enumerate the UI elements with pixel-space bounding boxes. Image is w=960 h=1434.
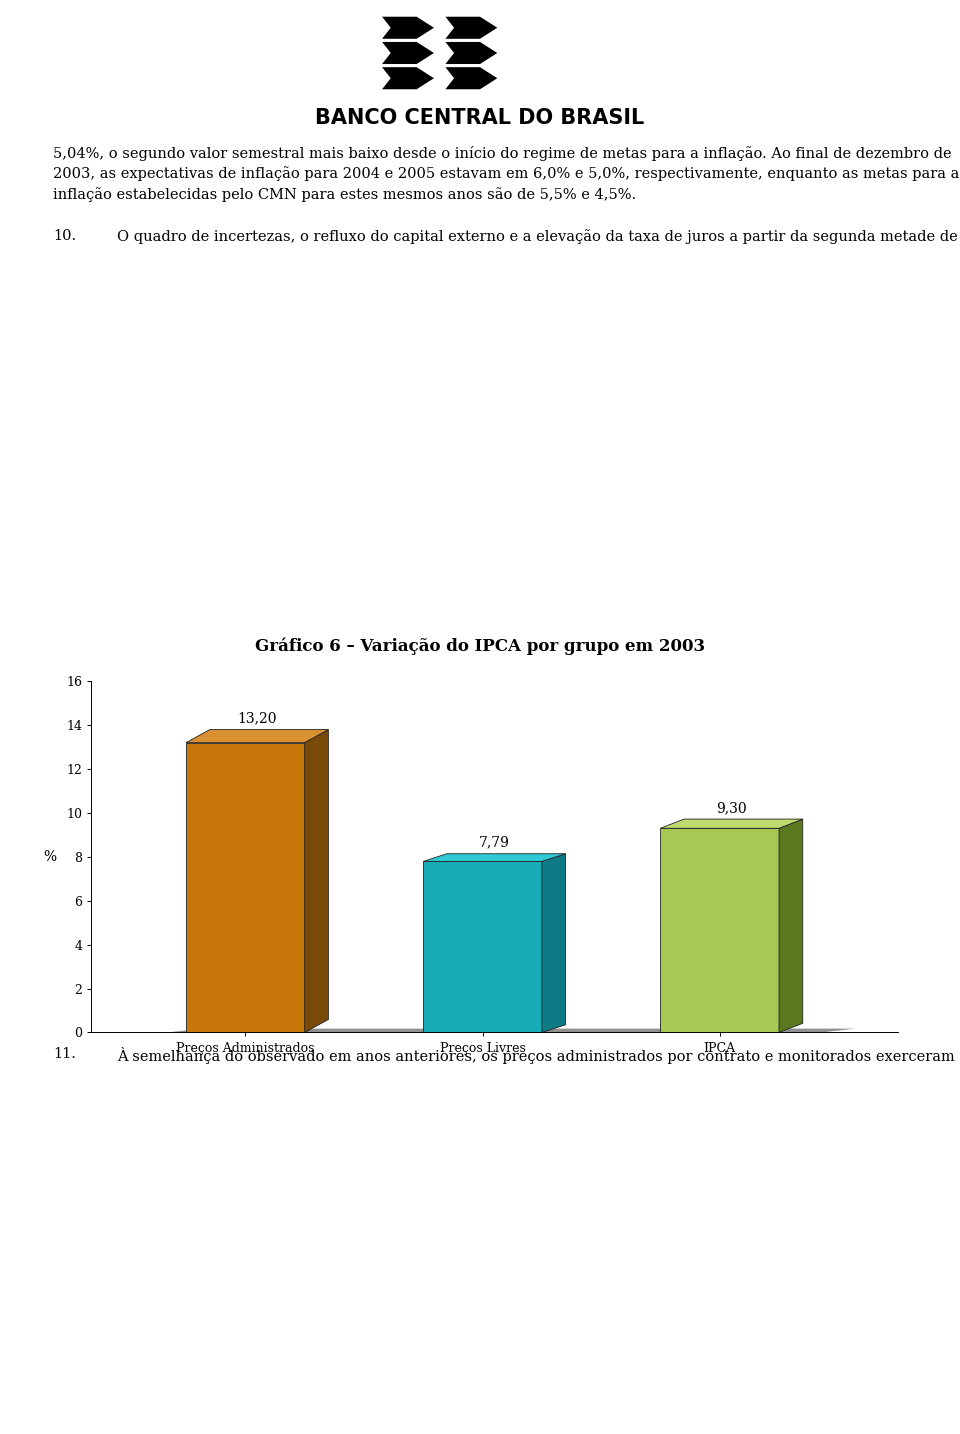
Polygon shape xyxy=(382,42,434,65)
Text: O quadro de incertezas, o refluxo do capital externo e a elevação da taxa de jur: O quadro de incertezas, o refluxo do cap… xyxy=(117,229,960,244)
Text: 13,20: 13,20 xyxy=(237,711,277,726)
Polygon shape xyxy=(445,17,497,39)
Text: Gráfico 6 – Variação do IPCA por grupo em 2003: Gráfico 6 – Variação do IPCA por grupo e… xyxy=(255,638,705,655)
Text: BANCO CENTRAL DO BRASIL: BANCO CENTRAL DO BRASIL xyxy=(316,109,644,128)
Polygon shape xyxy=(382,67,434,89)
Polygon shape xyxy=(167,1028,855,1032)
Polygon shape xyxy=(423,853,565,862)
Polygon shape xyxy=(779,819,803,1032)
Polygon shape xyxy=(382,17,434,39)
Bar xyxy=(660,829,779,1032)
Polygon shape xyxy=(304,730,328,1032)
Bar xyxy=(423,862,541,1032)
Polygon shape xyxy=(541,853,565,1032)
Polygon shape xyxy=(186,730,328,743)
Polygon shape xyxy=(445,42,497,65)
Bar xyxy=(186,743,304,1032)
Text: À semelhança do observado em anos anteriores, os preços administrados por contra: À semelhança do observado em anos anteri… xyxy=(117,1047,960,1064)
Text: 9,30: 9,30 xyxy=(716,802,747,815)
Text: 10.: 10. xyxy=(53,229,76,244)
Polygon shape xyxy=(445,67,497,89)
Text: 5,04%, o segundo valor semestral mais baixo desde o início do regime de metas pa: 5,04%, o segundo valor semestral mais ba… xyxy=(53,146,959,202)
Text: 7,79: 7,79 xyxy=(479,836,510,850)
Polygon shape xyxy=(660,819,803,829)
Y-axis label: %: % xyxy=(43,850,56,863)
Text: 11.: 11. xyxy=(53,1047,76,1061)
